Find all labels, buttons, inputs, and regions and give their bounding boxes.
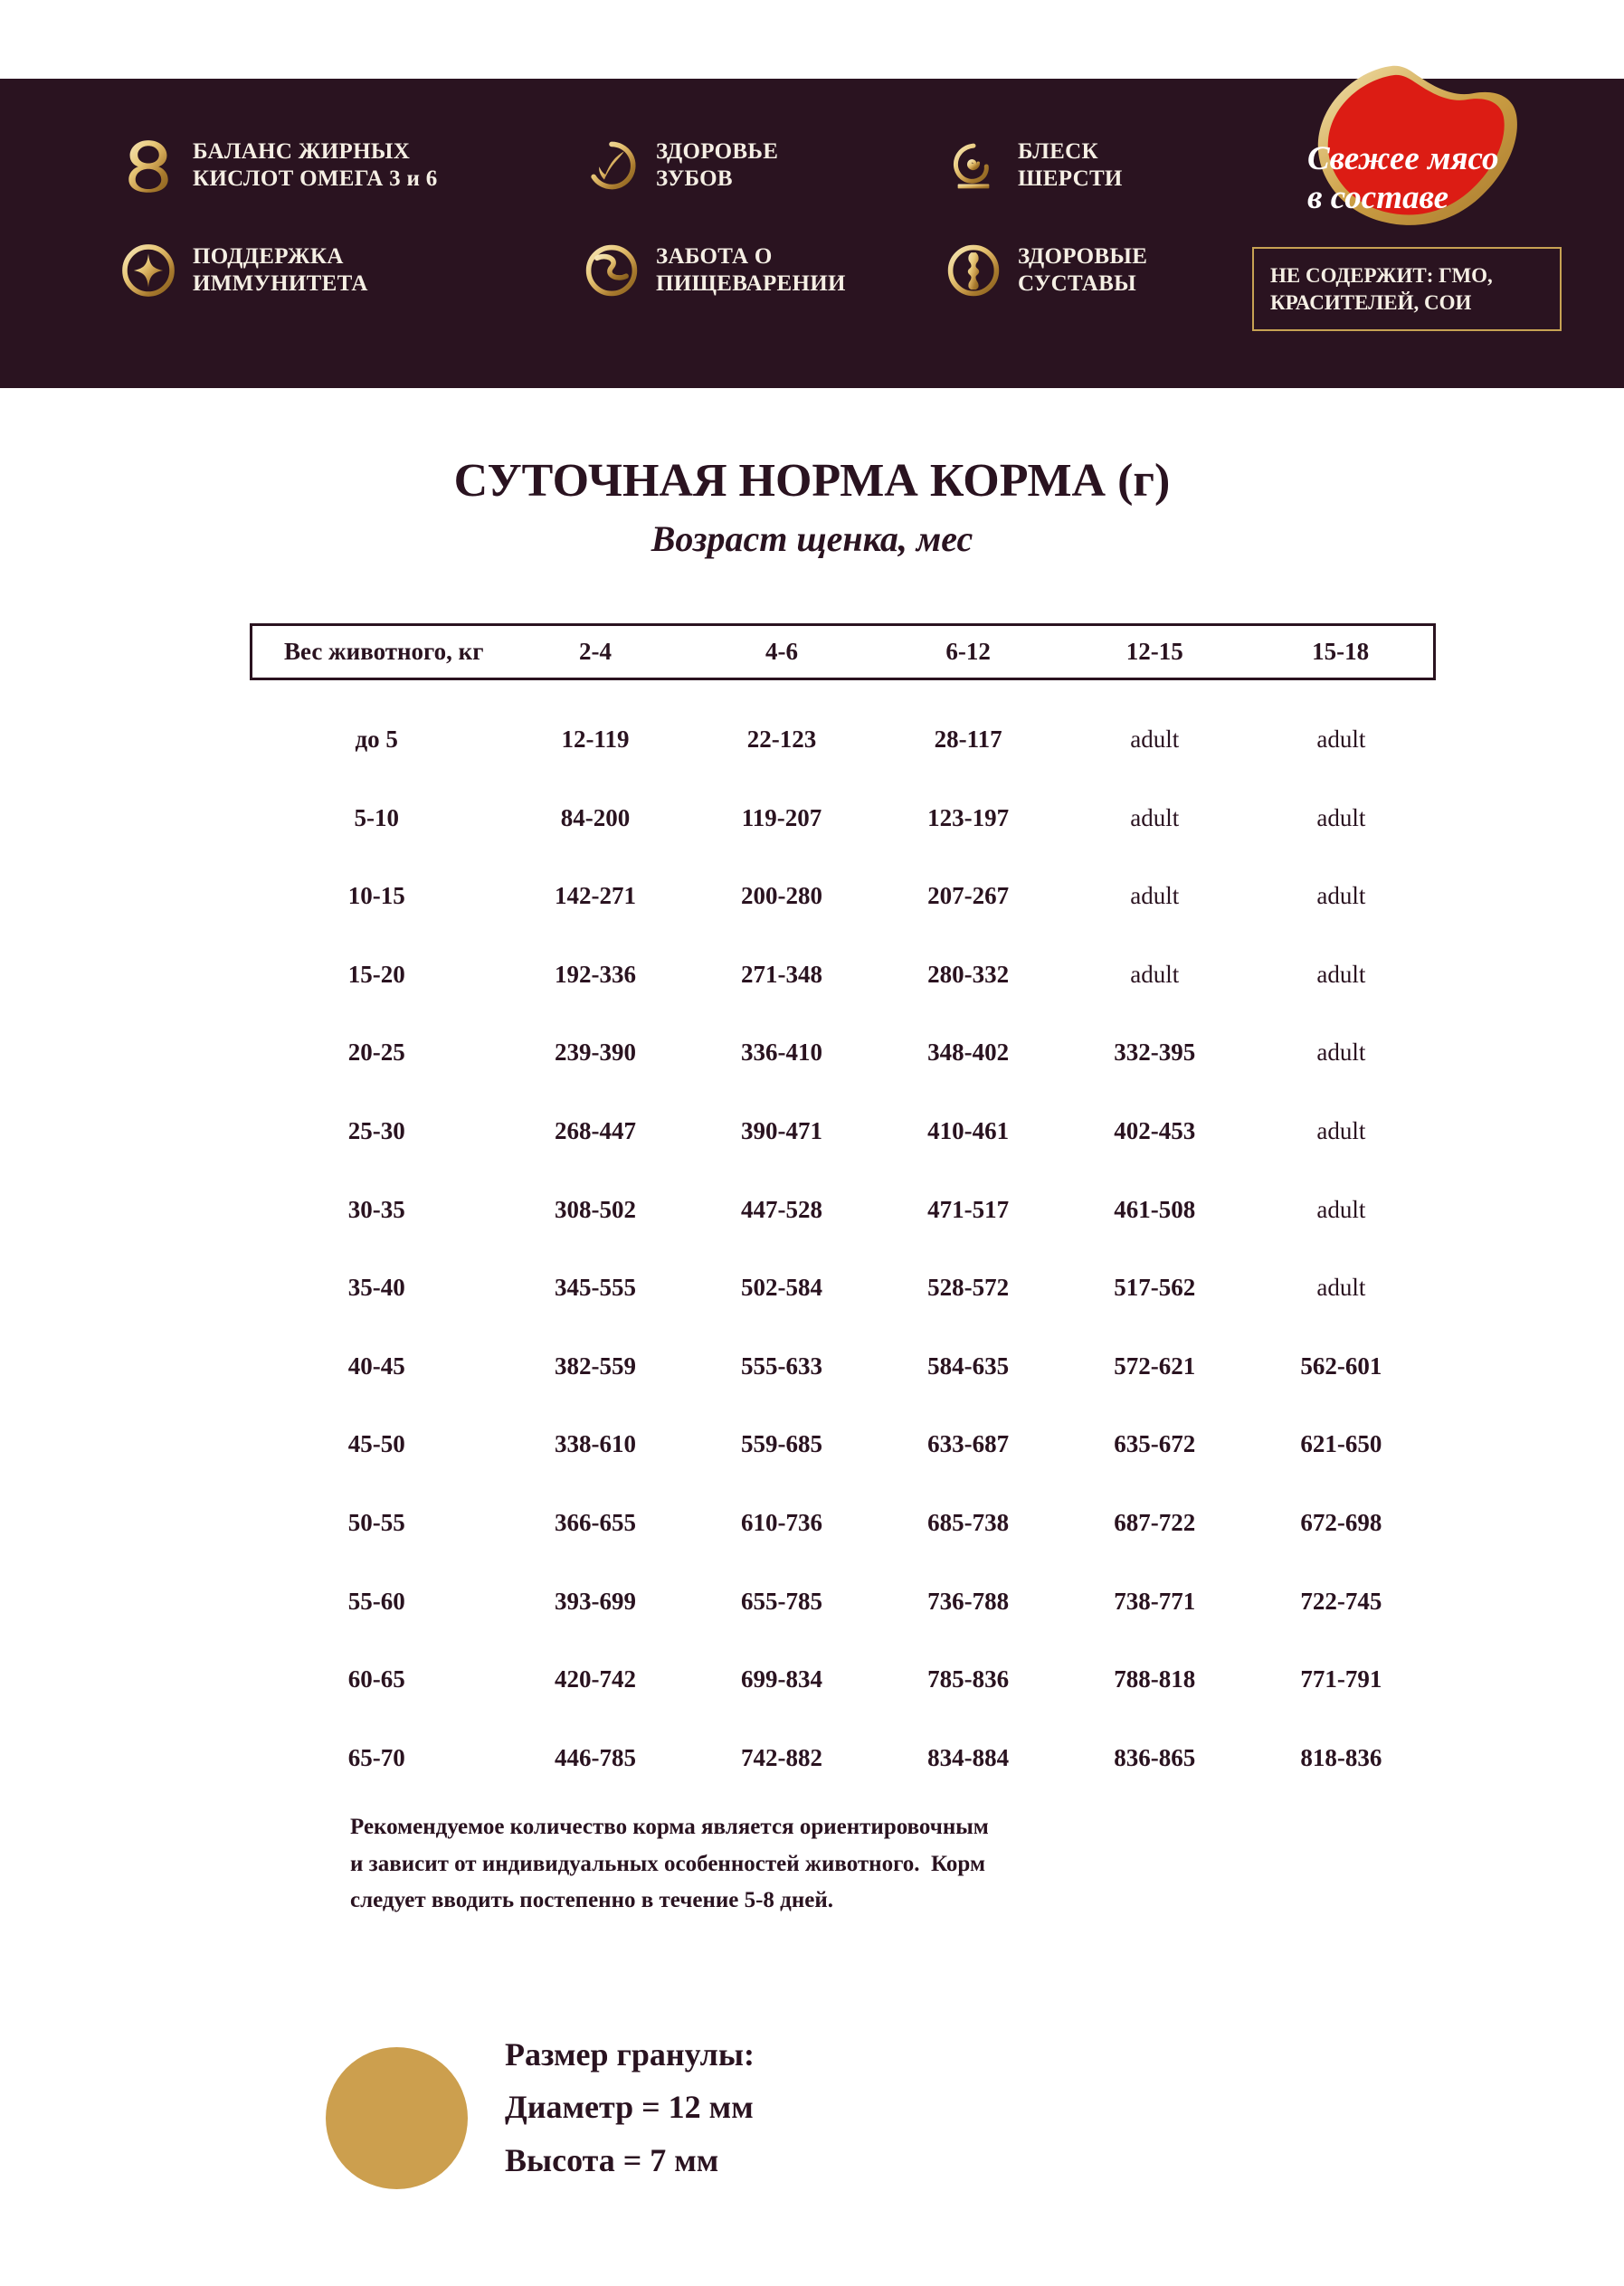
svg-text:в составе: в составе — [1307, 179, 1448, 216]
svg-text:Свежее мясо: Свежее мясо — [1307, 140, 1499, 177]
